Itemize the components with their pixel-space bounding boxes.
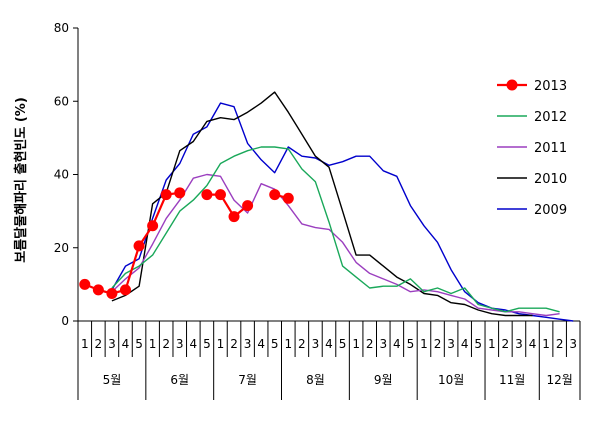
axes — [77, 28, 580, 322]
week-tick-label: 3 — [108, 337, 116, 351]
data-point-2013 — [133, 240, 145, 252]
week-tick-label: 4 — [190, 337, 198, 351]
week-tick-label: 4 — [529, 337, 537, 351]
y-tick-label: 60 — [54, 94, 69, 108]
week-tick-label: 3 — [447, 337, 455, 351]
week-tick-label: 1 — [149, 337, 157, 351]
legend-label-2013: 2013 — [534, 79, 567, 94]
data-point-2013 — [160, 189, 172, 201]
y-tick-label: 20 — [54, 241, 69, 255]
legend-marker-2013 — [506, 79, 518, 91]
week-tick-label: 5 — [203, 337, 211, 351]
week-tick-label: 1 — [352, 337, 360, 351]
legend: 2013 2012 2011 2010 2009 — [497, 79, 567, 218]
month-label: 6월 — [170, 373, 189, 387]
data-point-2013 — [269, 189, 281, 201]
week-tick-label: 2 — [502, 337, 510, 351]
y-tick-label: 0 — [61, 314, 69, 328]
data-point-2013 — [92, 284, 104, 296]
data-point-2013 — [214, 189, 226, 201]
data-point-2013 — [242, 200, 254, 212]
legend-label-2009: 2009 — [534, 203, 567, 218]
series-lines — [84, 91, 574, 322]
legend-label-2012: 2012 — [534, 110, 567, 125]
month-label: 8월 — [306, 373, 325, 387]
month-label: 5월 — [103, 373, 122, 387]
week-tick-label: 1 — [81, 337, 89, 351]
week-tick-label: 3 — [515, 337, 523, 351]
series-line-2013 — [206, 193, 249, 218]
week-tick-label: 2 — [230, 337, 238, 351]
series-line-2010 — [111, 91, 533, 317]
month-label: 12월 — [546, 373, 572, 387]
week-tick-label: 3 — [379, 337, 387, 351]
week-tick-label: 2 — [556, 337, 564, 351]
week-tick-label: 5 — [271, 337, 279, 351]
series-markers — [79, 187, 294, 300]
week-tick-label: 1 — [217, 337, 225, 351]
data-point-2013 — [201, 189, 213, 201]
week-tick-label: 4 — [257, 337, 265, 351]
data-point-2013 — [228, 211, 240, 223]
data-point-2013 — [174, 187, 186, 199]
week-tick-label: 5 — [407, 337, 415, 351]
month-label: 7월 — [238, 373, 257, 387]
week-tick-label: 2 — [298, 337, 306, 351]
y-axis-label: 보름달물해파리 출현빈도 (%) — [13, 97, 29, 263]
data-point-2013 — [282, 192, 294, 204]
week-tick-label: 4 — [122, 337, 130, 351]
week-tick-label: 2 — [434, 337, 442, 351]
week-tick-label: 2 — [366, 337, 374, 351]
y-ticks: 0 20 40 60 80 — [54, 21, 78, 328]
week-tick-label: 1 — [488, 337, 496, 351]
month-label: 11월 — [499, 373, 525, 387]
month-label: 10월 — [438, 373, 464, 387]
y-tick-label: 80 — [54, 21, 69, 35]
week-tick-label: 5 — [339, 337, 347, 351]
week-tick-label: 1 — [284, 337, 292, 351]
week-tick-label: 3 — [244, 337, 252, 351]
data-point-2013 — [119, 284, 131, 296]
week-tick-label: 4 — [393, 337, 401, 351]
data-point-2013 — [106, 288, 118, 300]
week-tick-label: 5 — [474, 337, 482, 351]
y-tick-label: 40 — [54, 168, 69, 182]
week-tick-label: 3 — [569, 337, 577, 351]
series-line-2012 — [111, 146, 560, 313]
week-tick-label: 2 — [162, 337, 170, 351]
month-label: 9월 — [374, 373, 393, 387]
week-tick-label: 1 — [420, 337, 428, 351]
week-tick-label: 2 — [95, 337, 103, 351]
data-point-2013 — [147, 220, 159, 232]
week-tick-label: 5 — [135, 337, 143, 351]
series-line-2013 — [84, 191, 180, 295]
series-line-2011 — [111, 173, 560, 317]
x-category-axis: 1 2 3 4 5 1 2 3 4 5 1 2 3 4 5 1 2 3 4 5 1 2 3 4 5 1 2 3 4 5 1 2 3 4 1 2 35월 6… — [77, 321, 581, 400]
week-tick-label: 4 — [325, 337, 333, 351]
data-point-2013 — [79, 278, 91, 290]
legend-label-2011: 2011 — [534, 141, 567, 156]
week-tick-label: 4 — [461, 337, 469, 351]
week-tick-label: 3 — [176, 337, 184, 351]
week-tick-label: 1 — [542, 337, 550, 351]
legend-label-2010: 2010 — [534, 172, 567, 187]
week-tick-label: 3 — [312, 337, 320, 351]
